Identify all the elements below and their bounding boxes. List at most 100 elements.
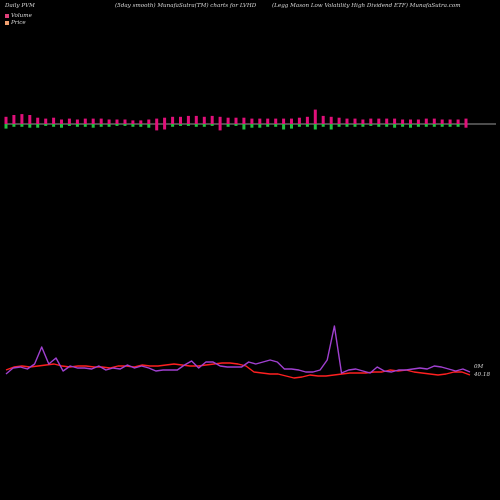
volume-bar-down <box>432 124 436 127</box>
volume-bar-up <box>155 118 159 124</box>
volume-bar-up <box>385 118 389 124</box>
volume-bar-down <box>456 124 460 127</box>
volume-bar-down <box>258 124 262 128</box>
volume-bar-up <box>401 119 405 124</box>
volume-bar-down <box>274 124 278 127</box>
volume-bar-up <box>456 119 460 124</box>
volume-bar-down <box>83 124 87 127</box>
right-label-price: 40.18 <box>473 372 490 378</box>
volume-bar-down <box>345 124 349 127</box>
volume-bar-down <box>163 124 167 130</box>
volume-bar-up <box>67 118 71 124</box>
volume-bar-down <box>4 124 8 129</box>
volume-bar-up <box>353 118 357 124</box>
volume-bar-down <box>297 124 301 127</box>
volume-bar-down <box>12 124 16 127</box>
right-label-volume: 0M <box>474 364 484 370</box>
volume-bar-up <box>305 116 309 124</box>
volume-bar-down <box>123 124 127 126</box>
volume-bar-up <box>60 119 63 124</box>
volume-bar-up <box>186 115 190 124</box>
legend-volume-swatch <box>5 14 9 18</box>
volume-bar-down <box>448 124 452 127</box>
volume-bar-down <box>337 124 341 127</box>
volume-bar-down <box>131 124 135 127</box>
volume-bar-down <box>401 124 405 127</box>
volume-bar-down <box>242 124 246 130</box>
volume-bar-up <box>52 117 56 124</box>
volume-bar-down <box>75 124 79 127</box>
volume-bar-down <box>202 124 206 127</box>
volume-bar-up <box>91 118 95 124</box>
volume-bar-up <box>361 119 365 124</box>
volume-bar-up <box>377 118 381 124</box>
volume-bar-down <box>385 124 389 127</box>
legend-volume-label: Volume <box>11 13 32 19</box>
volume-bar-up <box>409 119 412 124</box>
volume-bar-up <box>250 118 254 124</box>
legend-price: Price <box>5 20 26 26</box>
volume-bar-up <box>242 117 246 124</box>
volume-bar-up <box>20 114 24 124</box>
volume-bar-down <box>250 124 254 128</box>
volume-bar-down <box>282 124 286 130</box>
volume-bar-up <box>274 118 278 124</box>
volume-bar-up <box>266 118 270 124</box>
volume-bar-up <box>115 119 119 124</box>
volume-bar-up <box>83 118 87 124</box>
volume-bar-up <box>107 119 111 124</box>
volume-bar-down <box>377 124 381 127</box>
volume-bar-up <box>163 117 167 124</box>
volume-bar-up <box>432 118 436 124</box>
volume-bar-up <box>369 118 373 124</box>
volume-bar-up <box>12 115 16 124</box>
volume-bar-up <box>218 116 222 124</box>
volume-bar-up <box>123 119 127 124</box>
volume-bar-down <box>218 124 222 131</box>
volume-bar-down <box>179 124 182 126</box>
volume-bar-down <box>99 124 103 127</box>
chart-title: (5day smooth) MunafaSutra(TM) charts for… <box>115 3 257 9</box>
volume-bar-down <box>393 124 397 128</box>
volume-bar-up <box>234 117 238 124</box>
volume-line <box>5 325 471 375</box>
volume-bar-up <box>139 120 143 124</box>
volume-bar-up <box>464 118 468 124</box>
volume-bar-down <box>44 124 48 126</box>
volume-bar-down <box>226 124 230 127</box>
volume-bar-up <box>282 118 286 124</box>
volume-bar-up <box>75 119 79 124</box>
volume-bar-up <box>337 117 341 124</box>
volume-bar-down <box>194 124 198 127</box>
volume-bar-down <box>321 124 325 127</box>
volume-bar-down <box>369 124 373 126</box>
volume-bar-up <box>321 115 325 124</box>
volume-bar-up <box>290 118 293 124</box>
volume-bar-down <box>155 124 159 131</box>
volume-bar-down <box>416 124 420 127</box>
volume-bar-down <box>67 124 71 126</box>
legend-price-label: Price <box>11 20 26 26</box>
volume-bar-up <box>202 116 206 124</box>
volume-bar-down <box>52 124 56 127</box>
volume-bar-down <box>91 124 95 128</box>
volume-bar-down <box>329 124 333 130</box>
volume-bar-up <box>297 117 301 124</box>
volume-bar-down <box>440 124 444 127</box>
volume-bar-down <box>20 124 24 127</box>
volume-bar-up <box>329 116 333 124</box>
volume-bar-up <box>28 115 32 124</box>
volume-bar-down <box>266 124 270 127</box>
volume-bar-down <box>28 124 32 128</box>
legend-price-swatch <box>5 21 9 25</box>
volume-bar-down <box>424 124 428 127</box>
volume-bar-up <box>44 118 48 124</box>
volume-bar-up <box>36 117 40 124</box>
volume-bar-down <box>147 124 151 128</box>
volume-bar-down <box>186 124 190 126</box>
volume-bar-down <box>305 124 309 127</box>
chart-subtitle: (Legg Mason Low Volatility High Dividend… <box>272 3 461 9</box>
volume-bar-down <box>60 124 63 128</box>
volume-bar-down <box>115 124 119 126</box>
volume-bar-up <box>4 116 8 124</box>
